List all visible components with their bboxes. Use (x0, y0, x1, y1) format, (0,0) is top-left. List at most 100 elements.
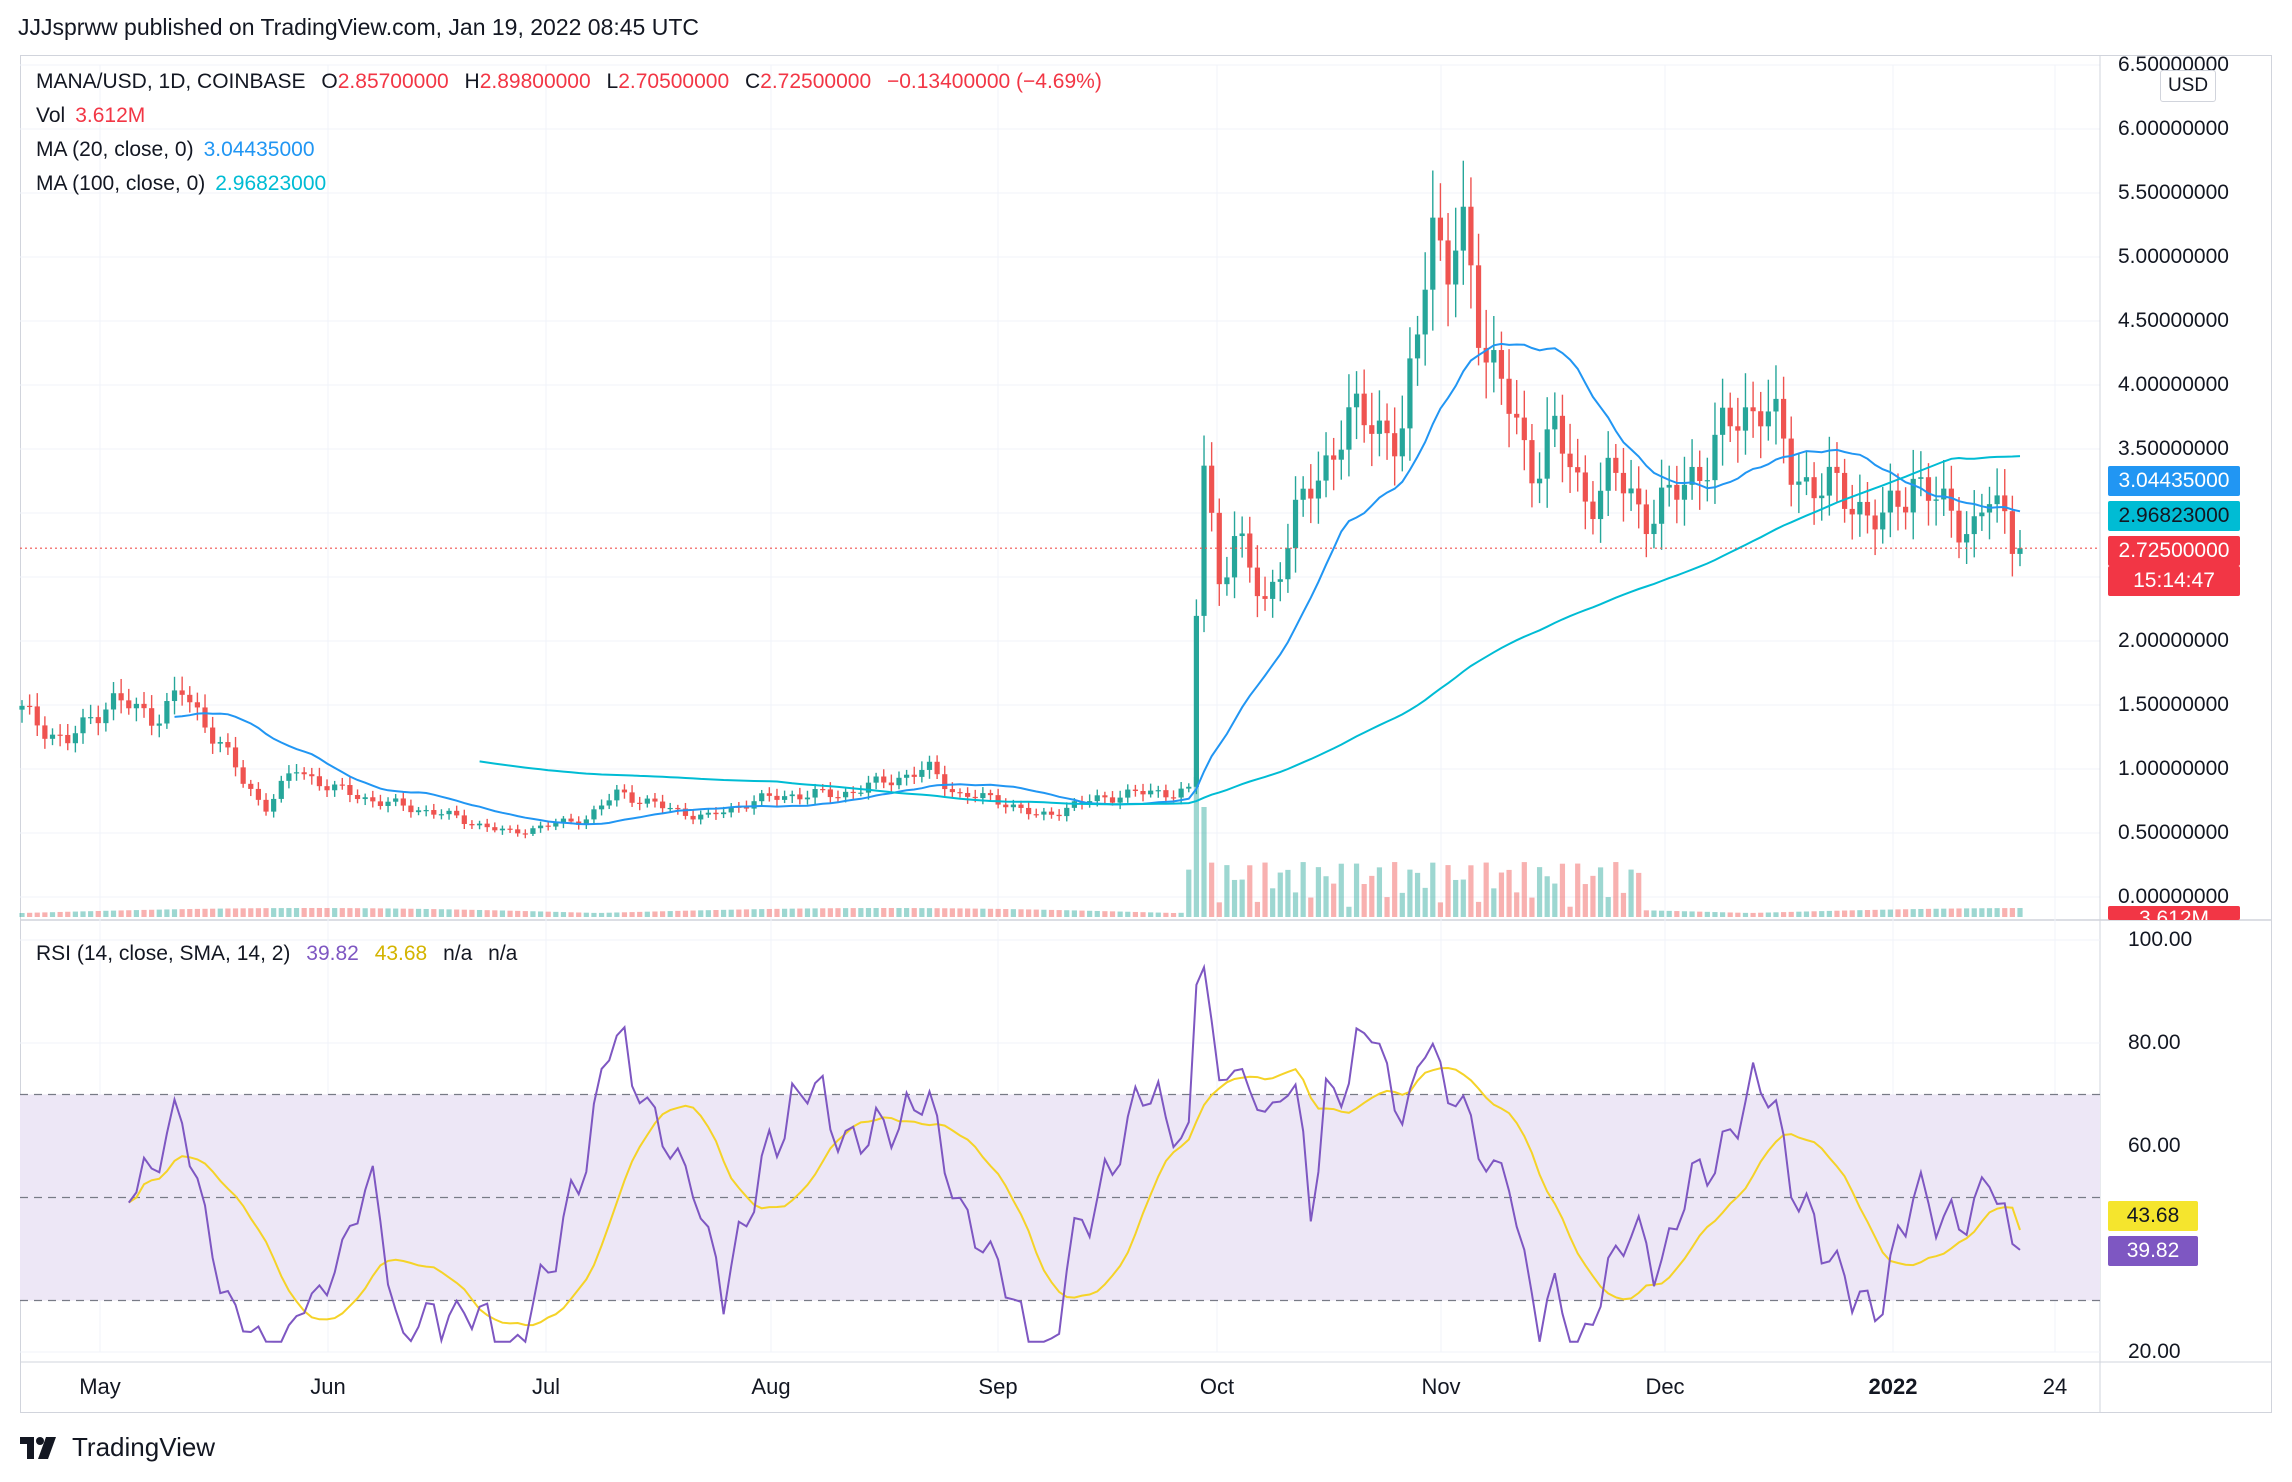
candle-body (1468, 206, 1474, 266)
candle-body (919, 769, 925, 777)
candle-body (179, 690, 185, 695)
volume-bar (621, 912, 628, 917)
volume-bar (896, 908, 902, 917)
volume-bar (240, 908, 246, 917)
candle-body (1414, 334, 1421, 359)
candle-body (385, 801, 391, 806)
candle-body (987, 793, 994, 796)
volume-bar (759, 909, 765, 917)
volume-bar (865, 908, 872, 917)
volume-bar (644, 911, 650, 917)
candle-body (1376, 420, 1383, 434)
time-tick-label: Sep (978, 1374, 1018, 1399)
candle-body (1460, 206, 1466, 251)
candle-body (1910, 478, 1916, 513)
volume-bar (522, 911, 528, 917)
volume-bar (1109, 911, 1116, 917)
volume-bar (949, 908, 955, 917)
low-value: 2.70500000 (618, 70, 730, 93)
candle-body (789, 794, 795, 797)
candle-body (583, 819, 589, 825)
volume-bar (110, 910, 117, 917)
price-tick-label: 5.00000000 (2118, 245, 2229, 268)
volume-bar (286, 908, 292, 917)
candle-body (1895, 490, 1901, 507)
candle-body (881, 776, 887, 783)
rsi-tick-label: 80.00 (2128, 1031, 2181, 1054)
price-tick-label: 2.00000000 (2118, 629, 2229, 652)
chart-frame (20, 55, 2272, 1413)
volume-bar (362, 908, 368, 917)
vol-value: 3.612M (75, 104, 146, 127)
candle-body (949, 789, 955, 793)
candle-body (126, 700, 132, 709)
candle-body (156, 723, 162, 726)
volume-bar (1475, 901, 1482, 917)
candle-body (1231, 536, 1238, 578)
candle-body (1819, 495, 1825, 499)
candle-body (1758, 411, 1764, 427)
volume-bar (934, 908, 940, 917)
volume-bar (1414, 872, 1421, 917)
volume-bar (682, 910, 689, 917)
candle-body (1254, 567, 1261, 597)
volume-bar (1026, 909, 1032, 917)
candle-body (324, 786, 330, 791)
candle-body (202, 707, 208, 728)
volume-bar (309, 908, 315, 917)
volume-bar (202, 908, 208, 917)
candle-body (1803, 477, 1810, 482)
candle-body (873, 776, 879, 783)
volume-bar (1430, 862, 1436, 917)
candle-body (1193, 615, 1199, 787)
volume-bar (881, 908, 887, 917)
candle-body (1971, 516, 1977, 535)
volume-bar (850, 908, 856, 917)
time-tick-label: 24 (2042, 1374, 2068, 1399)
volume-bar (1376, 867, 1383, 917)
candle-body (263, 799, 269, 812)
candle-body (1010, 804, 1016, 808)
volume-bar (1079, 910, 1085, 917)
candle-body (781, 796, 788, 800)
volume-bar (1979, 908, 1985, 917)
volume-bar (1460, 879, 1466, 917)
candle-body (568, 818, 574, 822)
volume-bar (1338, 863, 1344, 917)
candle-body (720, 812, 727, 815)
candle-body (1216, 512, 1222, 585)
volume-bar (484, 910, 490, 917)
volume-bar (1674, 911, 1680, 917)
candle-body (278, 780, 284, 799)
volume-bar (507, 910, 513, 917)
candle-body (614, 789, 620, 801)
candle-body (1689, 466, 1695, 485)
candle-body (1109, 797, 1116, 803)
currency-button[interactable]: USD (2160, 70, 2216, 102)
candle-body (1590, 501, 1596, 520)
footer-brand[interactable]: TradingView (20, 1432, 215, 1463)
close-value: 2.72500000 (760, 70, 872, 93)
candle-body (1994, 495, 2000, 505)
volume-bar (1704, 911, 1710, 917)
candle-body (1857, 501, 1863, 515)
candle-body (454, 810, 460, 816)
candle-body (1514, 413, 1520, 418)
symbol-label[interactable]: MANA/USD, 1D, COINBASE (36, 70, 306, 93)
price-tick-label: 3.50000000 (2118, 437, 2229, 460)
candle-body (1186, 786, 1192, 789)
candle-body (1285, 548, 1291, 580)
volume-bar (499, 910, 506, 917)
candle-body (1453, 250, 1459, 285)
candle-body (377, 801, 384, 806)
volume-bar (720, 909, 727, 917)
volume-bar (789, 908, 795, 917)
volume-bar (1224, 865, 1230, 917)
candle-body (415, 810, 422, 813)
candle-body (804, 797, 811, 800)
ma20-label: MA (20, close, 0) (36, 138, 194, 161)
volume-bar (911, 908, 917, 917)
candle-body (1544, 429, 1550, 479)
volume-bar (873, 908, 879, 917)
